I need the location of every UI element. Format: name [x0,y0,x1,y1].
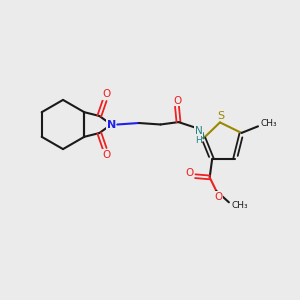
Text: O: O [185,168,194,178]
Text: O: O [102,89,110,99]
Text: N: N [107,119,116,130]
Text: N: N [195,126,203,136]
Text: H: H [195,136,202,145]
Text: O: O [102,150,110,160]
Text: O: O [214,192,223,202]
Text: S: S [217,111,224,121]
Text: CH₃: CH₃ [260,119,277,128]
Text: CH₃: CH₃ [231,201,248,210]
Text: O: O [173,95,182,106]
